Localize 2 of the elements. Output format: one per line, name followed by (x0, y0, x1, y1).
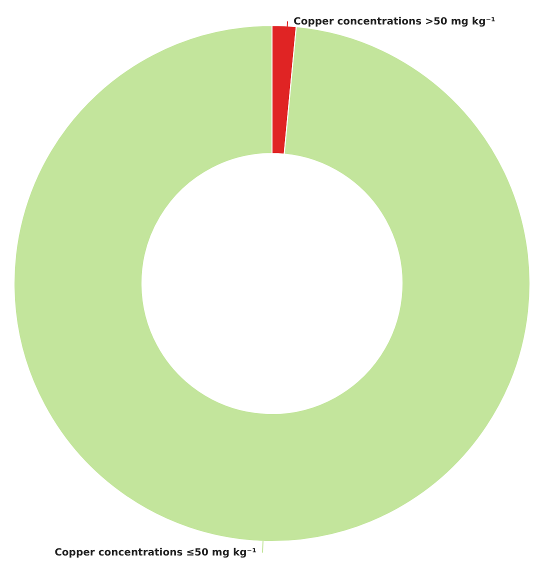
slice-label: Copper concentrations >50 mg kg⁻¹ (294, 16, 496, 28)
slice-label: Copper concentrations ≤50 mg kg⁻¹ (54, 548, 256, 559)
